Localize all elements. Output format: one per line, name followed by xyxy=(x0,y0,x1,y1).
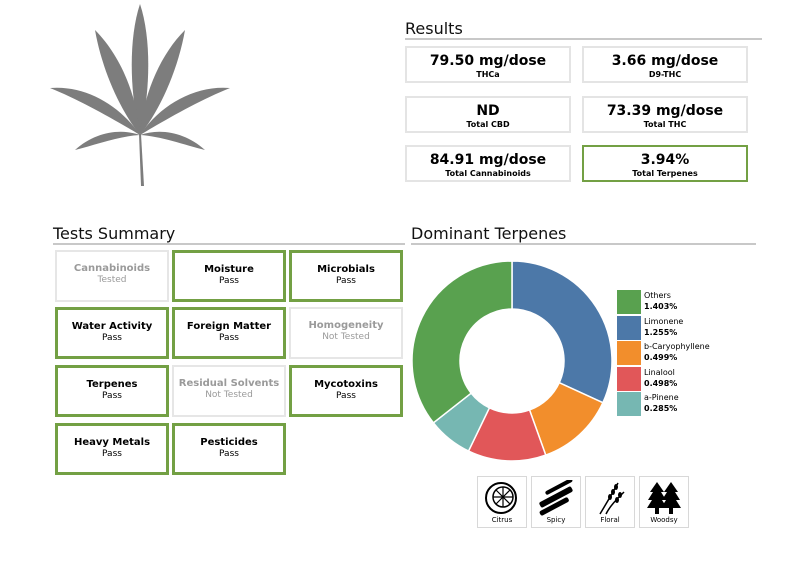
test-name: Residual Solvents xyxy=(178,378,280,389)
legend-swatch xyxy=(617,290,641,314)
aroma-label: Citrus xyxy=(491,516,513,524)
legend-name: Others xyxy=(644,291,671,300)
result-label: Total Cannabinoids xyxy=(445,169,531,178)
legend-value: 0.498% xyxy=(644,378,678,388)
test-status: Pass xyxy=(336,391,356,401)
aroma-citrus: Citrus xyxy=(477,476,527,528)
result-value: ND xyxy=(476,103,500,119)
result-card: 84.91 mg/dose Total Cannabinoids xyxy=(405,145,571,182)
dominant-terpenes-title: Dominant Terpenes xyxy=(411,224,567,243)
aroma-floral: Floral xyxy=(585,476,635,528)
result-value: 3.66 mg/dose xyxy=(611,53,719,69)
test-name: Terpenes xyxy=(86,379,138,390)
result-label: Total Terpenes xyxy=(632,169,698,178)
test-status: Pass xyxy=(102,333,122,343)
test-status: Not Tested xyxy=(205,390,253,400)
test-name: Mycotoxins xyxy=(314,379,378,390)
test-name: Cannabinoids xyxy=(73,263,151,274)
result-value: 3.94% xyxy=(640,152,690,168)
citrus-icon xyxy=(485,482,517,514)
test-card: Mycotoxins Pass xyxy=(289,365,403,417)
result-card: 3.66 mg/dose D9-THC xyxy=(582,46,748,83)
legend-value: 1.255% xyxy=(644,327,678,337)
result-card: 3.94% Total Terpenes xyxy=(582,145,748,182)
test-card: Foreign Matter Pass xyxy=(172,307,286,359)
test-name: Moisture xyxy=(204,264,254,275)
legend-name: Limonene xyxy=(644,316,684,326)
pine-trees-icon xyxy=(647,482,681,514)
test-card: Water Activity Pass xyxy=(55,307,169,359)
test-name: Microbials xyxy=(317,264,375,275)
result-value: 73.39 mg/dose xyxy=(606,103,724,119)
aroma-label: Spicy xyxy=(546,516,566,524)
test-status: Pass xyxy=(102,391,122,401)
test-card: Microbials Pass xyxy=(289,250,403,302)
aroma-label: Floral xyxy=(600,516,620,524)
test-card: Moisture Pass xyxy=(172,250,286,302)
test-status: Not Tested xyxy=(322,332,370,342)
test-card: Terpenes Pass xyxy=(55,365,169,417)
tests-summary-title: Tests Summary xyxy=(53,224,176,243)
result-card: ND Total CBD xyxy=(405,96,571,133)
test-card: Homogeneity Not Tested xyxy=(289,307,403,359)
test-name: Pesticides xyxy=(200,437,258,448)
test-card: Pesticides Pass xyxy=(172,423,286,475)
donut-slice-limonene xyxy=(511,260,613,404)
test-status: Tested xyxy=(97,275,127,285)
test-status: Pass xyxy=(219,449,239,459)
test-card: Heavy Metals Pass xyxy=(55,423,169,475)
test-status: Pass xyxy=(336,276,356,286)
aroma-spicy: Spicy xyxy=(531,476,581,528)
test-name: Water Activity xyxy=(71,321,153,332)
legend-value: 0.499% xyxy=(644,353,678,362)
test-status: Pass xyxy=(219,276,239,286)
result-label: Total THC xyxy=(643,120,687,129)
cinnamon-icon xyxy=(539,480,573,516)
test-name: Foreign Matter xyxy=(186,321,272,332)
legend-swatch xyxy=(617,392,641,416)
test-name: Heavy Metals xyxy=(73,437,151,448)
lavender-icon xyxy=(599,482,625,515)
legend-swatch xyxy=(617,315,641,340)
cannabis-leaf-logo xyxy=(50,4,230,186)
aroma-label: Woodsy xyxy=(650,516,678,524)
result-label: THCa xyxy=(476,70,500,79)
dominant-terpenes-divider xyxy=(411,243,756,245)
result-card: 73.39 mg/dose Total THC xyxy=(582,96,748,133)
results-divider xyxy=(405,38,762,40)
test-name: Homogeneity xyxy=(308,320,384,331)
legend-value: 0.285% xyxy=(644,404,678,413)
test-status: Pass xyxy=(219,333,239,343)
tests-summary-divider xyxy=(53,243,405,245)
result-label: D9-THC xyxy=(648,70,682,79)
legend-name: b-Caryophyllene xyxy=(644,342,710,351)
aroma-woodsy: Woodsy xyxy=(639,476,689,528)
donut-slice-others xyxy=(411,260,513,424)
legend-name: a-Pinene xyxy=(644,393,679,402)
legend-name: Linalool xyxy=(644,367,675,377)
results-title: Results xyxy=(405,19,463,38)
test-card: Residual Solvents Not Tested xyxy=(172,365,286,417)
test-card: Cannabinoids Tested xyxy=(55,250,169,302)
result-value: 84.91 mg/dose xyxy=(429,152,547,168)
test-status: Pass xyxy=(102,449,122,459)
legend-value: 1.403% xyxy=(644,302,678,311)
result-value: 79.50 mg/dose xyxy=(429,53,547,69)
legend-swatch xyxy=(617,366,641,391)
legend-swatch xyxy=(617,341,641,365)
result-label: Total CBD xyxy=(466,120,510,129)
result-card: 79.50 mg/dose THCa xyxy=(405,46,571,83)
